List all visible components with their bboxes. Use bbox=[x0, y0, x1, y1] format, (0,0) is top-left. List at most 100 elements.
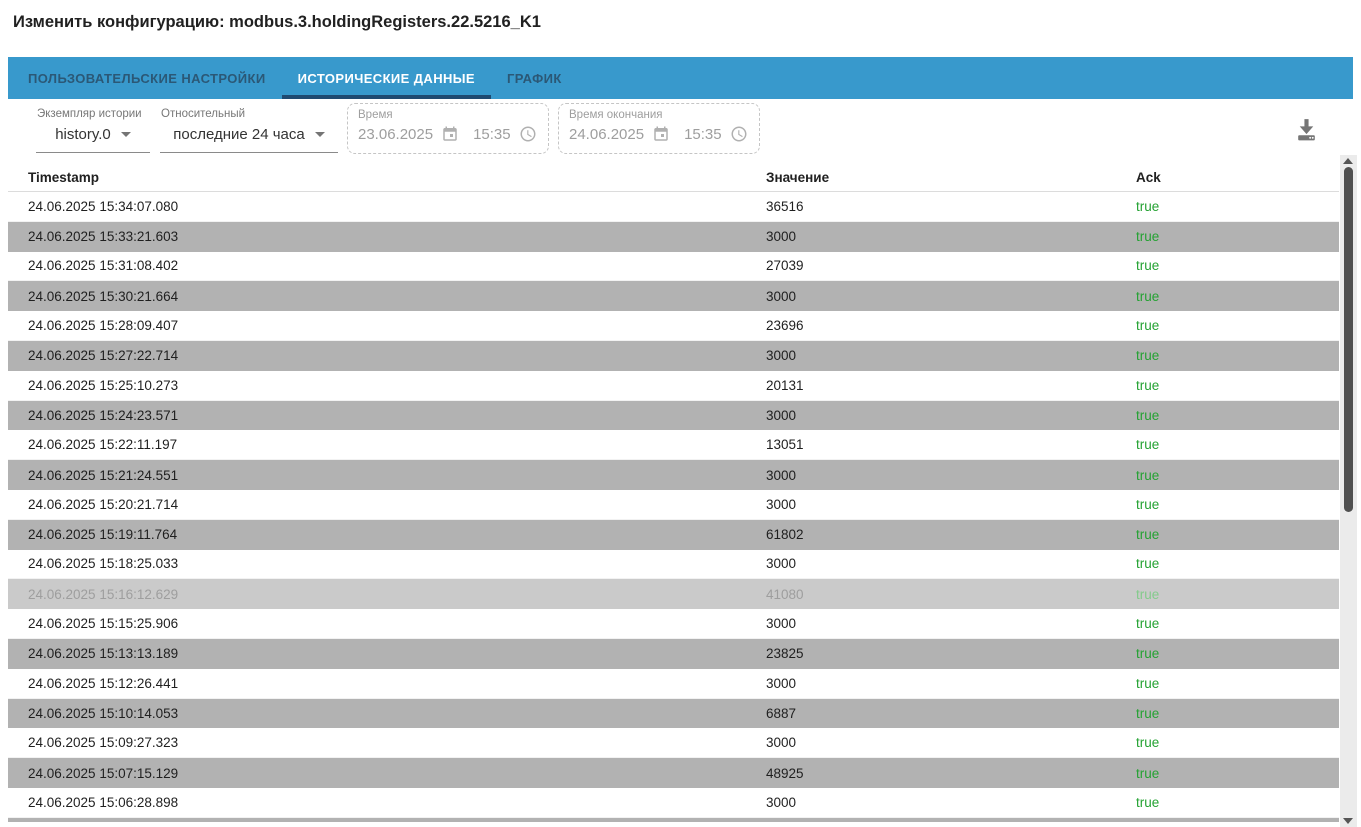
tab-graph[interactable]: ГРАФИК bbox=[491, 57, 578, 99]
cell-value: 3000 bbox=[766, 794, 797, 810]
table-row[interactable]: 24.06.2025 15:07:15.129 48925 true bbox=[8, 758, 1339, 788]
table-row[interactable]: 24.06.2025 15:22:11.197 13051 true bbox=[8, 430, 1339, 461]
chevron-down-icon bbox=[314, 132, 325, 137]
cell-ack: true bbox=[1136, 586, 1160, 602]
table-header: Timestamp Значение Ack bbox=[8, 163, 1339, 192]
table-row[interactable]: 24.06.2025 15:09:27.323 3000 true bbox=[8, 728, 1339, 759]
column-header-ack[interactable]: Ack bbox=[1136, 169, 1161, 185]
cell-value: 3000 bbox=[766, 348, 797, 364]
cell-ack: true bbox=[1136, 437, 1160, 453]
tab-user-settings[interactable]: ПОЛЬЗОВАТЕЛЬСКИЕ НАСТРОЙКИ bbox=[12, 57, 282, 99]
cell-timestamp: 24.06.2025 15:06:28.898 bbox=[28, 794, 179, 810]
calendar-icon[interactable] bbox=[652, 125, 670, 143]
cell-value: 3000 bbox=[766, 229, 797, 245]
clock-icon[interactable] bbox=[730, 125, 748, 143]
history-instance-select[interactable]: Экземпляр истории history.0 bbox=[36, 105, 150, 153]
cell-ack: true bbox=[1136, 527, 1160, 543]
cell-value: 6887 bbox=[766, 705, 797, 721]
cell-value: 3000 bbox=[766, 556, 797, 572]
cell-ack: true bbox=[1136, 616, 1160, 632]
cell-timestamp: 24.06.2025 15:18:25.033 bbox=[28, 556, 179, 572]
cell-value: 23696 bbox=[766, 318, 804, 334]
tab-label: ПОЛЬЗОВАТЕЛЬСКИЕ НАСТРОЙКИ bbox=[28, 70, 266, 86]
history-instance-label: Экземпляр истории bbox=[37, 108, 142, 120]
table-rows: 24.06.2025 15:34:07.080 36516 true 24.06.20… bbox=[8, 192, 1339, 822]
scrollbar-down-arrow-icon[interactable] bbox=[1343, 818, 1353, 824]
tab-bar: ПОЛЬЗОВАТЕЛЬСКИЕ НАСТРОЙКИ ИСТОРИЧЕСКИЕ … bbox=[8, 57, 1353, 99]
download-button[interactable] bbox=[1286, 109, 1326, 149]
table-row[interactable]: 24.06.2025 15:06:28.898 3000 true bbox=[8, 787, 1339, 818]
column-header-value[interactable]: Значение bbox=[766, 169, 830, 185]
cell-value: 3000 bbox=[766, 735, 797, 751]
history-instance-value: history.0 bbox=[55, 126, 111, 143]
table-row[interactable]: 24.06.2025 15:16:12.629 41080 true bbox=[8, 579, 1339, 610]
cell-ack: true bbox=[1136, 229, 1160, 245]
table-row[interactable]: 24.06.2025 15:33:21.603 3000 true bbox=[8, 221, 1339, 252]
cell-timestamp: 24.06.2025 15:13:13.189 bbox=[28, 646, 179, 662]
filter-toolbar: Экземпляр истории history.0 Относительны… bbox=[0, 99, 1361, 163]
cell-timestamp: 24.06.2025 15:15:25.906 bbox=[28, 616, 179, 632]
time-start-date-value: 23.06.2025 bbox=[358, 125, 434, 143]
time-end-date-value: 24.06.2025 bbox=[569, 125, 645, 143]
cell-value: 3000 bbox=[766, 467, 797, 483]
tab-label: ИСТОРИЧЕСКИЕ ДАННЫЕ bbox=[297, 70, 475, 86]
cell-value: 20131 bbox=[766, 377, 804, 393]
table-row[interactable]: 24.06.2025 15:25:10.273 20131 true bbox=[8, 370, 1339, 401]
cell-value: 3000 bbox=[766, 407, 797, 423]
table-row-partial bbox=[8, 817, 1339, 822]
column-header-timestamp[interactable]: Timestamp bbox=[28, 169, 100, 185]
cell-timestamp: 24.06.2025 15:20:21.714 bbox=[28, 496, 179, 512]
cell-value: 41080 bbox=[766, 586, 804, 602]
cell-value: 61802 bbox=[766, 527, 804, 543]
table-row[interactable]: 24.06.2025 15:10:14.053 6887 true bbox=[8, 698, 1339, 729]
table-row[interactable]: 24.06.2025 15:31:08.402 27039 true bbox=[8, 251, 1339, 282]
table-row[interactable]: 24.06.2025 15:12:26.441 3000 true bbox=[8, 668, 1339, 699]
time-end-time-value: 15:35 bbox=[684, 125, 722, 143]
cell-timestamp: 24.06.2025 15:31:08.402 bbox=[28, 258, 179, 274]
scrollbar-up-arrow-icon[interactable] bbox=[1343, 158, 1353, 164]
cell-ack: true bbox=[1136, 288, 1160, 304]
table-row[interactable]: 24.06.2025 15:27:22.714 3000 true bbox=[8, 340, 1339, 371]
cell-value: 48925 bbox=[766, 765, 804, 781]
table-row[interactable]: 24.06.2025 15:20:21.714 3000 true bbox=[8, 489, 1339, 520]
cell-timestamp: 24.06.2025 15:10:14.053 bbox=[28, 705, 179, 721]
cell-timestamp: 24.06.2025 15:09:27.323 bbox=[28, 735, 179, 751]
active-tab-indicator bbox=[281, 95, 491, 99]
table-row[interactable]: 24.06.2025 15:21:24.551 3000 true bbox=[8, 460, 1339, 490]
cell-value: 13051 bbox=[766, 437, 804, 453]
table-row[interactable]: 24.06.2025 15:15:25.906 3000 true bbox=[8, 609, 1339, 639]
clock-icon[interactable] bbox=[519, 125, 537, 143]
cell-timestamp: 24.06.2025 15:16:12.629 bbox=[28, 586, 179, 602]
table-row[interactable]: 24.06.2025 15:24:23.571 3000 true bbox=[8, 400, 1339, 431]
scrollbar-thumb[interactable] bbox=[1344, 167, 1353, 512]
cell-ack: true bbox=[1136, 407, 1160, 423]
relative-range-select[interactable]: Относительный последние 24 часа bbox=[160, 105, 338, 153]
table-row[interactable]: 24.06.2025 15:30:21.664 3000 true bbox=[8, 281, 1339, 312]
table-row[interactable]: 24.06.2025 15:18:25.033 3000 true bbox=[8, 549, 1339, 580]
cell-ack: true bbox=[1136, 496, 1160, 512]
cell-ack: true bbox=[1136, 735, 1160, 751]
page-title: Изменить конфигурацию: modbus.3.holdingR… bbox=[13, 13, 541, 31]
cell-ack: true bbox=[1136, 646, 1160, 662]
table-row[interactable]: 24.06.2025 15:19:11.764 61802 true bbox=[8, 519, 1339, 550]
cell-ack: true bbox=[1136, 318, 1160, 334]
cell-ack: true bbox=[1136, 705, 1160, 721]
cell-timestamp: 24.06.2025 15:30:21.664 bbox=[28, 288, 179, 304]
table-row[interactable]: 24.06.2025 15:28:09.407 23696 true bbox=[8, 311, 1339, 341]
vertical-scrollbar[interactable] bbox=[1340, 155, 1357, 827]
table-row[interactable]: 24.06.2025 15:34:07.080 36516 true bbox=[8, 192, 1339, 222]
cell-ack: true bbox=[1136, 377, 1160, 393]
time-end-field: Время окончания 24.06.2025 15:35 bbox=[558, 103, 760, 154]
table-row[interactable]: 24.06.2025 15:13:13.189 23825 true bbox=[8, 638, 1339, 669]
cell-timestamp: 24.06.2025 15:19:11.764 bbox=[28, 527, 178, 543]
tab-historical-data[interactable]: ИСТОРИЧЕСКИЕ ДАННЫЕ bbox=[281, 57, 491, 99]
cell-value: 3000 bbox=[766, 616, 797, 632]
time-start-time-value: 15:35 bbox=[473, 125, 511, 143]
cell-timestamp: 24.06.2025 15:25:10.273 bbox=[28, 377, 179, 393]
cell-value: 36516 bbox=[766, 198, 804, 214]
cell-value: 3000 bbox=[766, 496, 797, 512]
cell-ack: true bbox=[1136, 258, 1160, 274]
calendar-icon[interactable] bbox=[441, 125, 459, 143]
chevron-down-icon bbox=[120, 132, 131, 137]
cell-timestamp: 24.06.2025 15:12:26.441 bbox=[28, 675, 179, 691]
